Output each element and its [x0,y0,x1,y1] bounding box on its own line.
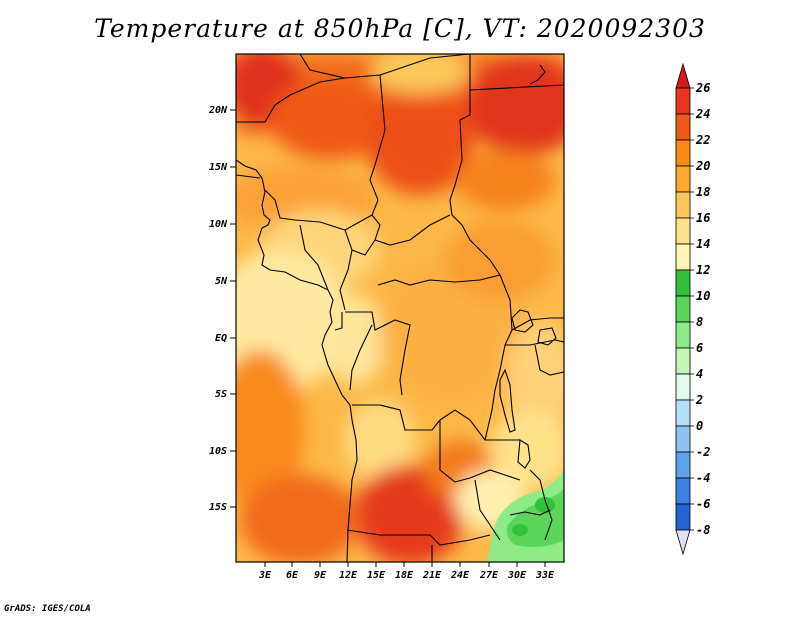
lon-tick-label: 33E [535,570,555,581]
colorbar-label: 20 [695,159,710,173]
colorbar-label: 4 [696,367,703,381]
credit-label: GrADS: IGES/COLA [4,604,91,614]
lon-tick-label: 30E [507,570,527,581]
colorbar-label: -8 [696,523,710,537]
colorbar-label: 22 [695,133,710,147]
colorbar-label: 14 [696,237,710,251]
colorbar-label: -4 [696,471,710,485]
colorbar-label: 0 [696,419,703,433]
colorbar-swatch [675,399,691,427]
lat-tick-label: 20N [208,105,228,116]
lon-tick-label: 6E [286,570,299,581]
colorbar-label: 2 [695,393,703,407]
colorbar-swatch [675,477,691,505]
colorbar-swatch [675,191,691,219]
lat-tick-label: 10S [209,446,227,457]
colorbar-label: 18 [696,185,710,199]
lon-axis: 3E 6E 9E 12E 15E 18E 21E 24E 27E 30E 33E [258,562,555,581]
colorbar-label: 26 [695,81,710,95]
colorbar-label: 6 [696,341,703,355]
map-title: Temperature at 850hPa [C], VT: 202009230… [94,14,706,43]
colorbar-swatch [675,347,691,375]
colorbar-swatch [675,243,691,271]
lon-tick-label: 12E [339,570,358,581]
colorbar-label: -2 [696,445,710,459]
colorbar-swatch [675,425,691,453]
cold-region [487,470,564,562]
colorbar-swatch [675,321,691,349]
lon-tick-label: 18E [395,570,414,581]
colorbar-swatch [675,373,691,401]
map-frame [235,53,565,563]
lon-tick-label: 21E [422,570,442,581]
temperature-field [236,54,564,562]
lat-tick-label: EQ [215,333,227,344]
lat-tick-label: 5S [215,389,227,400]
colorbar-swatch [675,139,691,167]
colorbar-label: -6 [696,497,710,511]
colorbar-swatch [675,503,691,531]
colorbar-swatch [675,165,691,193]
colorbar-swatch [675,113,691,141]
lon-tick-label: 3E [258,570,272,581]
lat-tick-label: 15S [209,502,227,513]
colorbar-label: 24 [695,107,710,121]
lat-tick-label: 10N [209,219,228,230]
lat-tick-label: 5N [215,276,228,287]
colorbar-swatch [675,87,691,115]
colorbar-swatch [675,217,691,245]
colorbar-swatch [675,451,691,479]
colorbar-label: 8 [696,315,703,329]
colorbar-label: 16 [696,211,710,225]
lat-axis: 20N 15N 10N 5N EQ 5S 10S 15S [208,105,236,513]
colorbar-top-arrow [675,62,691,89]
colorbar-label: 10 [696,289,710,303]
colorbar-label: 12 [696,263,710,277]
lon-tick-label: 27E [479,570,499,581]
lon-tick-label: 9E [314,570,327,581]
colorbar-swatch [675,269,691,297]
country-borders [236,54,564,562]
colorbar-bottom-arrow [675,529,691,556]
lat-tick-label: 15N [209,162,228,173]
colorbar-swatch [675,295,691,323]
lon-tick-label: 15E [367,570,386,581]
lon-tick-label: 24E [450,570,470,581]
